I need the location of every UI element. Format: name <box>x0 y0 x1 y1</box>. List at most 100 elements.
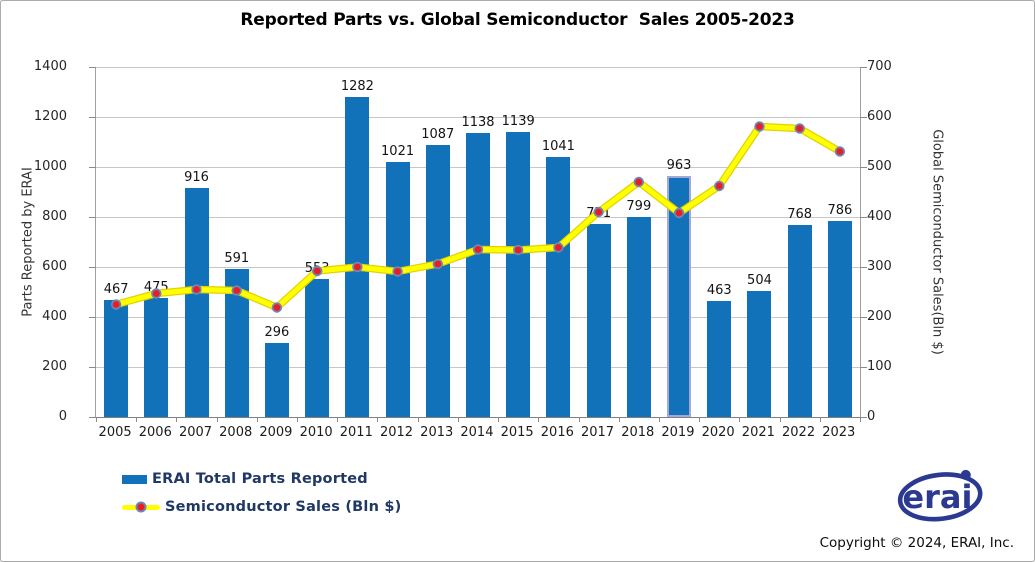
line-marker-2014 <box>472 244 484 255</box>
line-marker-2013 <box>432 258 444 270</box>
legend-label-line: Semiconductor Sales (Bln $) <box>165 499 402 515</box>
left-axis-tick-labels: 0 200 400 600 800 1000 1200 1400 <box>1 59 81 424</box>
right-axis-tick-label: 500 <box>867 159 892 174</box>
bar-value-label: 963 <box>666 158 692 174</box>
x-axis-label-2011: 2011 <box>339 425 373 440</box>
line-marker-2006 <box>151 288 162 299</box>
bar-2015 <box>506 132 531 417</box>
x-axis-tick <box>96 417 97 422</box>
right-axis-tick-label: 400 <box>867 209 892 224</box>
right-axis-tick <box>860 167 867 168</box>
x-axis-tick <box>176 417 178 422</box>
left-axis-title: Parts Reported by ERAI <box>20 167 36 317</box>
erai-logo: erai <box>897 469 983 522</box>
x-axis-tick <box>779 417 781 422</box>
line-marker-2012 <box>392 266 403 277</box>
left-axis-tick <box>89 417 96 418</box>
bar-value-label: 463 <box>706 283 732 299</box>
left-axis-tick <box>89 67 96 68</box>
left-axis-tick-label: 800 <box>42 209 67 224</box>
bar-value-label: 1087 <box>421 127 455 143</box>
x-axis-labels: 2005 2006 2007 2008 2009 2010 2011 2012 2013 2014… <box>95 425 859 440</box>
x-axis-tick <box>256 417 258 422</box>
left-axis-tick <box>89 217 96 218</box>
x-axis-tick <box>417 417 419 422</box>
left-axis-tick-label: 400 <box>42 309 67 324</box>
right-axis-title: Global Semiconductor Sales(Bln $) <box>929 129 945 355</box>
line-marker-2018 <box>633 176 645 188</box>
x-axis-line <box>96 417 860 418</box>
x-axis-tick <box>538 417 540 422</box>
x-axis-tick <box>297 417 299 422</box>
x-axis-label-2005: 2005 <box>98 425 132 440</box>
line-marker-2009 <box>271 302 283 313</box>
x-axis-tick <box>377 417 379 422</box>
line-marker-2010 <box>311 265 323 277</box>
bar-2009 <box>264 343 289 417</box>
line-marker-2017 <box>593 206 604 218</box>
x-axis-tick <box>658 417 660 422</box>
bar-2005 <box>104 300 129 417</box>
right-axis-tick-label: 100 <box>867 359 892 374</box>
bar-value-label: 1021 <box>381 143 415 159</box>
gridline <box>96 117 860 118</box>
bar-value-label: 916 <box>184 170 209 185</box>
gridline <box>96 67 860 68</box>
x-axis-tick <box>136 417 138 422</box>
left-axis-tick-label: 1200 <box>33 109 67 124</box>
bar-value-label: 1282 <box>340 78 374 94</box>
left-axis-tick <box>89 317 96 318</box>
left-axis-tick-label: 1400 <box>33 59 67 74</box>
bar-value-label: 467 <box>103 282 129 298</box>
bar-2017 <box>586 224 611 417</box>
bar-value-label: 504 <box>747 273 772 288</box>
chart-legend: ERAI Total Parts Reported Semiconductor … <box>122 469 401 525</box>
line-marker-2020 <box>714 180 725 192</box>
left-axis-tick-label: 200 <box>42 359 67 374</box>
bar-value-label: 799 <box>626 199 652 215</box>
x-axis-tick <box>860 417 861 422</box>
bar-2012 <box>385 161 410 417</box>
x-axis-label-2007: 2007 <box>178 425 213 440</box>
bar-value-label: 786 <box>827 202 853 218</box>
x-axis-label-2022: 2022 <box>782 425 816 440</box>
left-axis-tick <box>89 267 96 268</box>
bar-value-label: 1138 <box>461 114 495 130</box>
x-axis-label-2016: 2016 <box>540 425 574 440</box>
bar-swatch-icon <box>122 474 147 484</box>
bar-2020 <box>707 301 732 417</box>
x-axis-label-2020: 2020 <box>701 425 735 440</box>
line-swatch-icon <box>122 501 160 513</box>
x-axis-tick <box>216 417 218 422</box>
bar-value-label: 1041 <box>541 138 575 154</box>
x-axis-tick <box>699 417 701 422</box>
x-axis-label-2023: 2023 <box>822 425 856 440</box>
right-axis-tick <box>860 317 867 318</box>
line-marker-2016 <box>553 242 564 253</box>
right-axis-tick-label: 700 <box>867 59 892 74</box>
bar-2021 <box>747 291 772 417</box>
line-marker-2021 <box>754 121 765 132</box>
logo-text: erai <box>902 478 972 516</box>
bar-value-label: 1139 <box>501 114 535 130</box>
x-axis-tick <box>337 417 339 422</box>
x-axis-tick <box>578 417 580 422</box>
bar-value-label: 768 <box>787 207 813 222</box>
x-axis-label-2012: 2012 <box>379 425 414 440</box>
line-marker-2023 <box>834 146 846 157</box>
x-axis-label-2015: 2015 <box>500 425 534 440</box>
x-axis-label-2006: 2006 <box>138 425 172 440</box>
line-marker-2019 <box>673 207 685 219</box>
x-axis-tick <box>498 417 500 422</box>
x-axis-label-2009: 2009 <box>259 425 293 440</box>
right-axis-tick <box>860 217 867 218</box>
right-axis-tick <box>860 367 867 368</box>
bar-2014 <box>466 132 490 417</box>
plot-area: 4674759165912965531282102110871138113910… <box>89 67 867 422</box>
x-axis-label-2019: 2019 <box>661 425 695 440</box>
x-axis-tick <box>457 417 459 422</box>
right-axis-tick <box>860 267 867 268</box>
right-axis-tick <box>860 417 867 418</box>
x-axis-tick <box>618 417 620 422</box>
